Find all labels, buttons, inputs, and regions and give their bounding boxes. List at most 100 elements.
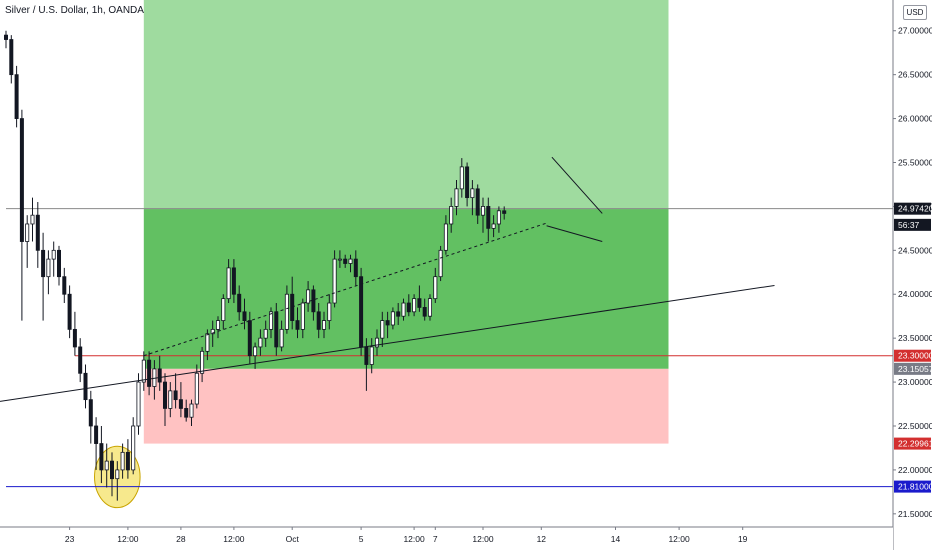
price-label-text: 23.30000: [898, 351, 932, 361]
candle-body: [380, 320, 385, 339]
candle-body: [184, 408, 189, 418]
candle-body: [253, 346, 258, 357]
candle-body: [120, 451, 125, 471]
candle-body: [221, 298, 226, 321]
candle: [99, 425, 104, 484]
candle-body: [25, 223, 30, 242]
candle-body: [470, 188, 475, 199]
price-labels: 24.97420 56:37 23.30000 23.15057 22.29961 21.…: [894, 202, 932, 493]
price-label-text: 22.29961: [898, 439, 932, 449]
price-tick-label: 21.50000: [898, 509, 932, 519]
candle: [247, 311, 252, 365]
candle-body: [417, 298, 422, 308]
candle: [290, 276, 295, 330]
candle: [120, 443, 125, 479]
candle: [41, 232, 46, 321]
time-tick-label: 12:00: [223, 534, 245, 544]
candle-body: [200, 350, 205, 374]
candle: [470, 180, 475, 216]
candle: [226, 259, 231, 304]
candle-body: [343, 258, 348, 264]
candle: [221, 294, 226, 330]
candle: [88, 390, 93, 444]
candle: [94, 417, 99, 470]
time-axis-background: [0, 527, 893, 550]
candle: [104, 443, 109, 488]
candle-body: [449, 206, 454, 225]
candle: [475, 184, 480, 224]
price-tick-label: 27.00000: [898, 26, 932, 36]
time-tick-label: 5: [359, 534, 364, 544]
candle-body: [94, 425, 99, 444]
candle: [496, 206, 501, 233]
candle-body: [205, 333, 210, 352]
candle: [486, 197, 491, 242]
candle-body: [279, 328, 284, 348]
candle: [25, 215, 30, 268]
candle: [454, 180, 459, 216]
candle: [78, 338, 83, 383]
candle: [263, 320, 268, 347]
price-label: 22.29961: [894, 437, 932, 450]
price-axis[interactable]: 21.50000 22.00000 22.50000 23.00000 23.50000…: [892, 0, 932, 550]
candle-body: [364, 346, 369, 365]
candle: [374, 329, 379, 356]
candle-body: [125, 451, 130, 471]
candle-body: [300, 302, 305, 330]
candle: [200, 346, 205, 383]
candle: [284, 285, 289, 334]
candle: [321, 311, 326, 339]
candle: [465, 162, 470, 207]
price-tick-label: 25.50000: [898, 157, 932, 167]
candle-body: [162, 381, 167, 409]
candle: [401, 298, 406, 321]
candle-body: [412, 298, 417, 313]
candle-body: [332, 258, 337, 304]
candle-body: [30, 214, 35, 225]
candle-body: [459, 166, 464, 190]
candle-body: [475, 188, 480, 216]
candle-body: [72, 328, 77, 348]
candle-body: [247, 320, 252, 357]
candle: [231, 259, 236, 304]
candle-body: [173, 390, 178, 401]
price-label-box: [894, 480, 931, 493]
price-tick-label: 26.50000: [898, 70, 932, 80]
candle: [57, 245, 62, 286]
candle: [422, 298, 427, 321]
candle: [147, 351, 152, 396]
candle: [210, 320, 215, 347]
time-tick-label: 12:00: [403, 534, 425, 544]
risk-reward-zones: [143, 0, 669, 444]
candle: [189, 399, 194, 426]
candle-body: [9, 39, 14, 76]
price-tick-label: 23.00000: [898, 377, 932, 387]
price-tick-label: 22.50000: [898, 421, 932, 431]
candle: [51, 241, 56, 277]
currency-button[interactable]: USD: [903, 5, 927, 20]
candle: [125, 439, 130, 479]
candle: [396, 303, 401, 325]
candle: [390, 307, 395, 330]
time-tick-label: 12:00: [117, 534, 139, 544]
candle-body: [19, 118, 24, 242]
candle: [359, 267, 364, 356]
candle: [369, 338, 374, 374]
candle-body: [443, 223, 448, 251]
price-label: 23.30000: [894, 349, 932, 362]
candle-body: [141, 359, 146, 383]
price-label: 23.15057: [894, 362, 932, 375]
candle-body: [242, 311, 247, 321]
candle: [427, 294, 432, 321]
candle-body: [83, 372, 88, 401]
candle-body: [438, 249, 443, 278]
time-axis[interactable]: 23 12:00 28 12:00 Oct 5 12:00 7 12:00 12 14 12:00 19: [0, 526, 893, 550]
candle-body: [4, 34, 9, 40]
candle-body: [110, 460, 115, 480]
price-label-text: 24.97420: [898, 204, 932, 214]
candle-body: [359, 276, 364, 348]
trendline: [546, 225, 603, 243]
trendline: [551, 156, 603, 214]
